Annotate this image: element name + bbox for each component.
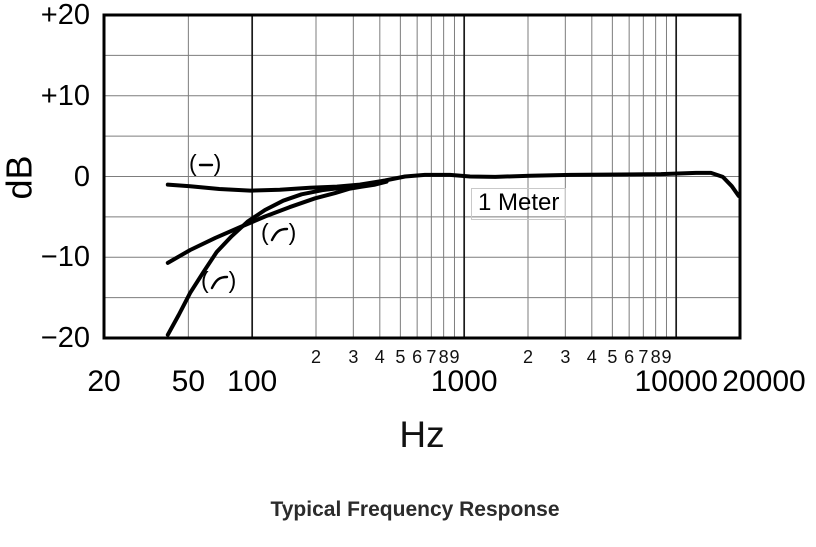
x-tick-label: 20 [87, 365, 121, 398]
legend-marker-flat-response: ( ) [189, 150, 222, 177]
x-tick-label: 100 [227, 365, 278, 398]
x-tick-label: 50 [171, 365, 206, 398]
x-minor-tick-label: 5 [607, 347, 618, 367]
y-tick-label: +10 [40, 79, 90, 112]
x-minor-tick-label: 7 [638, 347, 649, 367]
x-minor-tick-label: 8 [438, 347, 449, 367]
x-axis-title: Hz [399, 414, 445, 455]
shelf-curve-icon [210, 275, 228, 290]
x-minor-tick-label: 9 [449, 347, 460, 367]
y-tick-label: 0 [73, 160, 90, 193]
x-tick-label: 1000 [430, 365, 498, 398]
y-tick-label: −10 [40, 241, 90, 274]
x-minor-tick-label: 3 [560, 347, 571, 367]
legend-marker-gradual-rolloff: ( ) [261, 219, 297, 246]
x-minor-tick-label: 8 [650, 347, 661, 367]
y-axis-title: dB [0, 155, 39, 200]
curve-steep-low-frequency-rolloff [165, 183, 370, 337]
paren-close: ) [288, 219, 298, 245]
x-minor-tick-label: 4 [586, 347, 597, 367]
x-minor-tick-label: 5 [395, 347, 406, 367]
x-minor-tick-label: 6 [624, 347, 635, 367]
distance-annotation: 1 Meter [471, 188, 567, 220]
x-minor-tick-label: 3 [348, 347, 359, 367]
x-minor-tick-label: 9 [661, 347, 672, 367]
y-tick-label: −20 [40, 322, 90, 354]
x-minor-tick-label: 7 [426, 347, 437, 367]
x-minor-tick-label: 6 [412, 347, 423, 367]
paren-open: ( [201, 267, 210, 293]
flat-line-icon [198, 163, 213, 167]
paren-open: ( [189, 150, 198, 176]
chart-title: Typical Frequency Response [270, 498, 560, 521]
x-minor-tick-label: 4 [374, 347, 385, 367]
paren-close: ) [228, 267, 238, 293]
paren-open: ( [261, 219, 270, 245]
x-tick-label: 20000 [722, 365, 806, 398]
y-tick-label: +20 [40, 0, 90, 31]
curve-flat-response [165, 170, 741, 198]
shelf-curve-icon [270, 227, 288, 242]
x-minor-tick-label: 2 [310, 347, 321, 367]
x-minor-tick-label: 2 [522, 347, 533, 367]
legend-marker-steep-rolloff: ( ) [201, 267, 237, 294]
paren-close: ) [213, 150, 223, 176]
x-tick-label: 10000 [634, 365, 718, 398]
